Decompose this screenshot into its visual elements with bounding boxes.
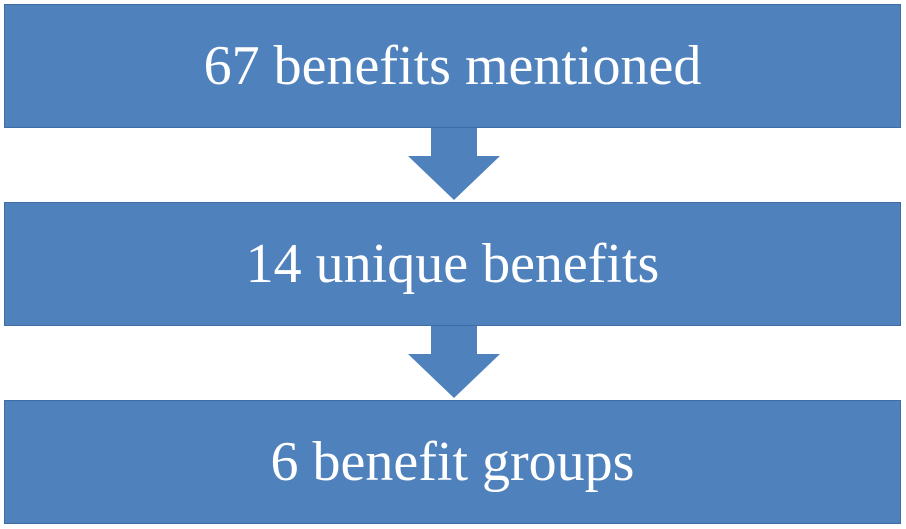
step-label-1: 67 benefits mentioned [203, 35, 702, 97]
step-box-1: 67 benefits mentioned [4, 4, 901, 128]
step-box-3: 6 benefit groups [4, 400, 901, 524]
down-arrow-icon [408, 326, 500, 398]
step-box-2: 14 unique benefits [4, 202, 901, 326]
down-arrow-icon [408, 128, 500, 200]
step-label-3: 6 benefit groups [270, 431, 635, 493]
step-label-2: 14 unique benefits [245, 233, 660, 295]
